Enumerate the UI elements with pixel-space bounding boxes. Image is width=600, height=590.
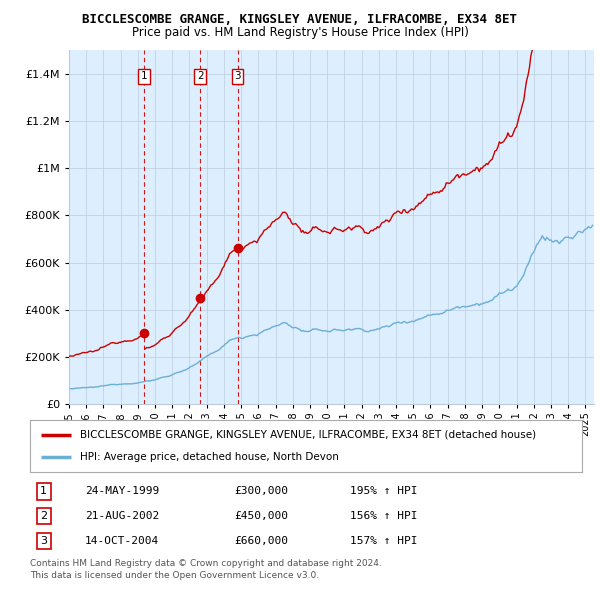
Text: 2: 2 (197, 71, 203, 81)
Text: 156% ↑ HPI: 156% ↑ HPI (350, 511, 418, 521)
Text: £300,000: £300,000 (234, 486, 288, 496)
Text: 3: 3 (234, 71, 241, 81)
Text: 1: 1 (141, 71, 148, 81)
Text: 157% ↑ HPI: 157% ↑ HPI (350, 536, 418, 546)
Text: 2: 2 (40, 511, 47, 521)
Text: 3: 3 (40, 536, 47, 546)
Text: 24-MAY-1999: 24-MAY-1999 (85, 486, 160, 496)
Text: Contains HM Land Registry data © Crown copyright and database right 2024.: Contains HM Land Registry data © Crown c… (30, 559, 382, 568)
Text: £660,000: £660,000 (234, 536, 288, 546)
Text: BICCLESCOMBE GRANGE, KINGSLEY AVENUE, ILFRACOMBE, EX34 8ET (detached house): BICCLESCOMBE GRANGE, KINGSLEY AVENUE, IL… (80, 430, 536, 440)
Text: Price paid vs. HM Land Registry's House Price Index (HPI): Price paid vs. HM Land Registry's House … (131, 26, 469, 39)
Text: 21-AUG-2002: 21-AUG-2002 (85, 511, 160, 521)
Text: 14-OCT-2004: 14-OCT-2004 (85, 536, 160, 546)
Text: BICCLESCOMBE GRANGE, KINGSLEY AVENUE, ILFRACOMBE, EX34 8ET: BICCLESCOMBE GRANGE, KINGSLEY AVENUE, IL… (83, 13, 517, 26)
Text: HPI: Average price, detached house, North Devon: HPI: Average price, detached house, Nort… (80, 453, 338, 463)
Text: 195% ↑ HPI: 195% ↑ HPI (350, 486, 418, 496)
Text: 1: 1 (40, 486, 47, 496)
Text: This data is licensed under the Open Government Licence v3.0.: This data is licensed under the Open Gov… (30, 571, 319, 580)
Text: £450,000: £450,000 (234, 511, 288, 521)
